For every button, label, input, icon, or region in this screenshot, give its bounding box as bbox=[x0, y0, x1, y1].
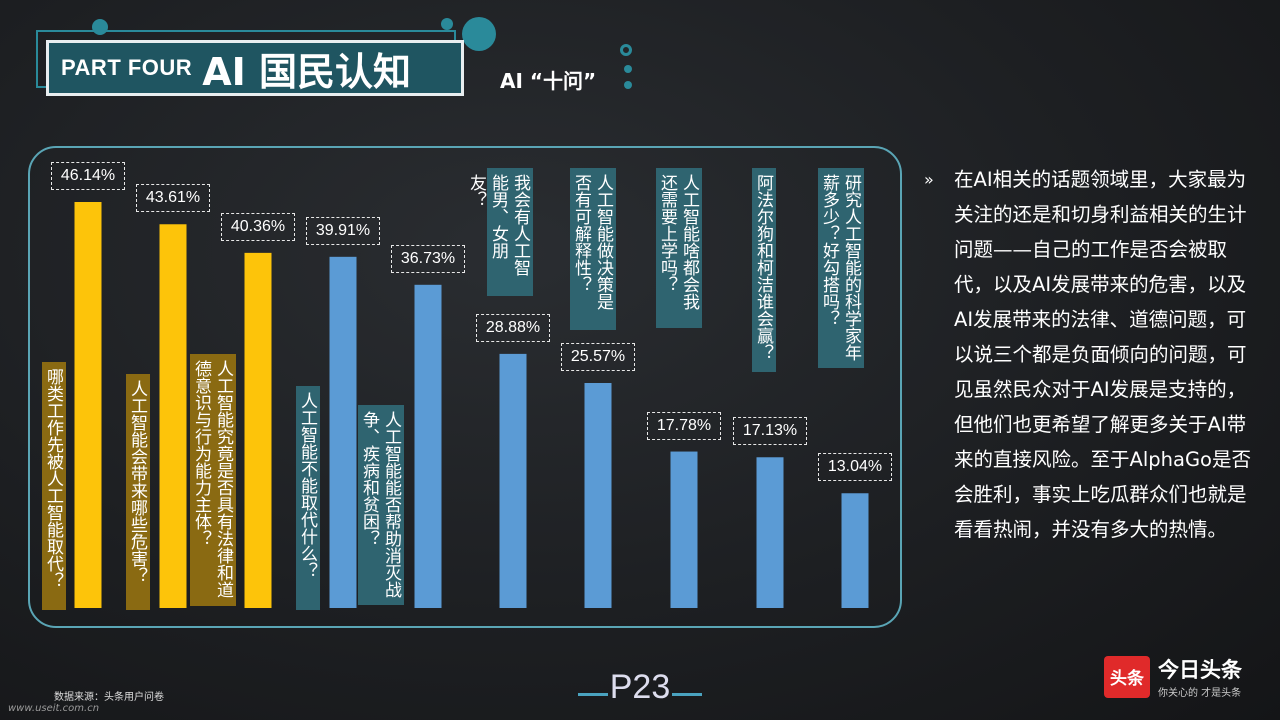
bar-2 bbox=[159, 224, 187, 608]
decor-ring-2 bbox=[624, 65, 632, 73]
header-title-box: PART FOUR AI 国民认知 bbox=[46, 40, 464, 96]
question-label-1: 哪类工作先被人工智能取代？ bbox=[42, 362, 66, 610]
chart-frame bbox=[28, 146, 902, 628]
value-label-9: 17.13% bbox=[733, 417, 807, 446]
page-title: AI 国民认知 bbox=[202, 49, 411, 94]
bar-7 bbox=[584, 383, 612, 608]
decor-circle-small bbox=[441, 18, 453, 30]
bar-10 bbox=[841, 493, 869, 608]
bar-6 bbox=[499, 353, 527, 608]
value-label-6: 28.88% bbox=[476, 313, 550, 342]
page-dash-right bbox=[672, 693, 702, 696]
value-label-7: 25.57% bbox=[561, 343, 635, 371]
decor-ring-1 bbox=[620, 44, 632, 56]
question-label-3: 人工智能究竟是否具有法律和道德意识与行为能力主体？ bbox=[190, 354, 236, 606]
question-label-8: 人工智能啥都会我还需要上学吗？ bbox=[656, 168, 702, 328]
value-label-8: 17.78% bbox=[647, 411, 721, 440]
watermark: www.useit.com.cn bbox=[8, 703, 100, 714]
brand-slogan: 你关心的 才是头条 bbox=[1158, 688, 1242, 699]
part-label: PART FOUR bbox=[61, 55, 193, 80]
value-label-3: 40.36% bbox=[221, 212, 295, 241]
commentary: » 在AI相关的话题领域里，大家最为关注的还是和切身利益相关的生计问题——自己的… bbox=[924, 162, 1260, 547]
brand-logo: 头条 bbox=[1104, 655, 1150, 698]
brand-name: 今日头条 bbox=[1158, 658, 1242, 682]
question-label-9: 阿法尔狗和柯洁谁会赢？ bbox=[752, 168, 776, 372]
bullet-glyph: » bbox=[924, 170, 934, 189]
question-label-4: 人工智能不能取代什么？ bbox=[296, 386, 320, 610]
value-label-10: 13.04% bbox=[818, 453, 892, 482]
question-label-5: 人工智能能否帮助消灭战争、疾病和贫困？ bbox=[358, 405, 404, 605]
bar-3 bbox=[244, 252, 272, 608]
bar-9 bbox=[756, 457, 784, 608]
question-label-2: 人工智能会带来哪些危害？ bbox=[126, 374, 150, 610]
page-number: P23 bbox=[609, 668, 671, 706]
value-label-5: 36.73% bbox=[391, 244, 465, 273]
bar-5 bbox=[414, 284, 442, 608]
page-dash-left bbox=[578, 693, 608, 696]
bar-8 bbox=[670, 451, 698, 608]
decor-ring-3 bbox=[624, 81, 632, 89]
bar-1 bbox=[74, 202, 102, 608]
question-label-7: 人工智能做决策是否有可解释性？ bbox=[570, 168, 616, 330]
value-label-4: 39.91% bbox=[306, 216, 380, 245]
data-source: 数据来源：头条用户问卷 bbox=[54, 692, 164, 703]
decor-circle-large bbox=[462, 17, 496, 51]
commentary-text: 在AI相关的话题领域里，大家最为关注的还是和切身利益相关的生计问题——自己的工作… bbox=[954, 168, 1251, 541]
value-label-1: 46.14% bbox=[51, 162, 125, 190]
page-subtitle: AI “十问” bbox=[500, 69, 597, 93]
value-label-2: 43.61% bbox=[136, 184, 210, 213]
brand: 头条 今日头条 你关心的 才是头条 bbox=[1104, 654, 1242, 699]
bar-4 bbox=[329, 256, 357, 608]
question-label-10: 研究人工智能的科学家年薪多少？好勾搭吗？ bbox=[818, 168, 864, 368]
question-label-6: 我会有人工智能男、女朋友？ bbox=[466, 168, 533, 296]
